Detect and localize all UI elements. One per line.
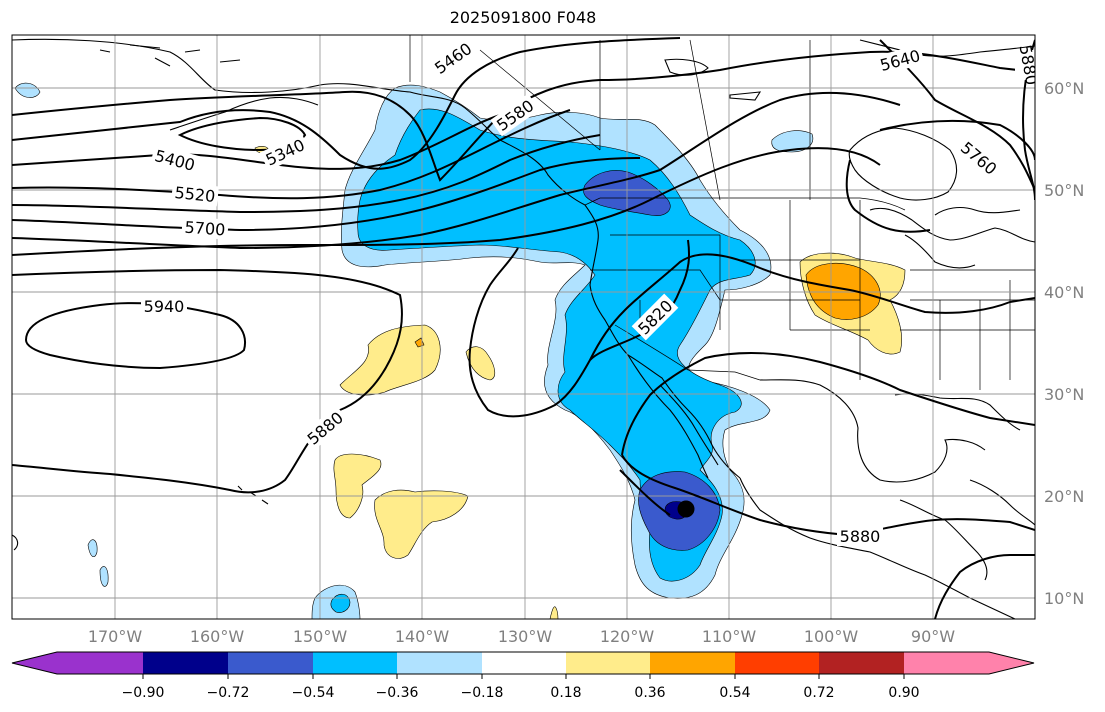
contour-label-5520: 5520 xyxy=(174,183,216,206)
lat-label-10n: 10°N xyxy=(1044,589,1084,608)
lat-label-20n: 20°N xyxy=(1044,487,1084,506)
colorbar-segment xyxy=(735,652,819,674)
colorbar-tick-label: −0.36 xyxy=(376,685,419,701)
shade-blue-sw1 xyxy=(330,593,351,613)
colorbar-tick-label: 0.18 xyxy=(550,685,581,701)
map-title: 2025091800 F048 xyxy=(449,8,597,27)
colorbar-tick-label: 0.54 xyxy=(719,685,750,701)
colorbar-segment xyxy=(313,652,397,674)
lat-label-40n: 40°N xyxy=(1044,283,1084,302)
lon-label-110w: 110°W xyxy=(702,627,757,646)
colorbar-segment xyxy=(650,652,735,674)
colorbar-tick-label: 0.90 xyxy=(888,685,919,701)
colorbar-extend-high xyxy=(989,652,1034,674)
colorbar-segment xyxy=(482,652,566,674)
colorbar-segment xyxy=(566,652,650,674)
lat-label-50n: 50°N xyxy=(1044,181,1084,200)
shade-yellow-3 xyxy=(333,453,382,519)
lon-label-160w: 160°W xyxy=(190,627,245,646)
plot-border xyxy=(11,34,1036,620)
shade-light-blue-sw3 xyxy=(99,566,109,587)
colorbar-tick-label: −0.54 xyxy=(292,685,335,701)
colorbar-segment xyxy=(57,652,143,674)
anomaly-shading xyxy=(14,82,906,619)
lon-label-170w: 170°W xyxy=(88,627,143,646)
lon-label-120w: 120°W xyxy=(600,627,655,646)
lon-label-130w: 130°W xyxy=(498,627,553,646)
shade-yellow-2 xyxy=(465,346,496,381)
shade-light-blue-sw2 xyxy=(87,539,98,558)
storm-center-marker xyxy=(677,500,695,518)
lon-label-140w: 140°W xyxy=(395,627,450,646)
longitude-labels: 170°W 160°W 150°W 140°W 130°W 120°W 110°… xyxy=(88,627,955,646)
colorbar-tick-label: −0.90 xyxy=(122,685,165,701)
colorbar: −0.90 −0.72 −0.54 −0.36 −0.18 0.18 0.36 … xyxy=(11,651,1035,701)
latitude-labels: 60°N 50°N 40°N 30°N 20°N 10°N xyxy=(1044,79,1084,608)
contour-label-5700: 5700 xyxy=(184,218,226,240)
lat-label-60n: 60°N xyxy=(1044,79,1084,98)
contour-label-5940: 5940 xyxy=(144,297,185,316)
colorbar-tick-label: −0.18 xyxy=(461,685,504,701)
gridlines xyxy=(12,35,1035,619)
shade-yellow-4 xyxy=(374,489,469,559)
colorbar-tick-label: 0.36 xyxy=(634,685,665,701)
contour-label-5880-right: 5880 xyxy=(840,527,881,546)
shade-light-blue-east xyxy=(771,130,814,153)
shade-orange-1 xyxy=(805,262,881,320)
lon-label-150w: 150°W xyxy=(293,627,348,646)
colorbar-extend-low xyxy=(12,652,57,674)
shade-light-blue-nw xyxy=(14,82,41,98)
colorbar-tick-label: −0.72 xyxy=(207,685,250,701)
lon-label-90w: 90°W xyxy=(911,627,955,646)
colorbar-outline xyxy=(11,651,1035,675)
colorbar-segment xyxy=(397,652,482,674)
colorbar-segment xyxy=(143,652,228,674)
lon-label-100w: 100°W xyxy=(804,627,859,646)
contour-labels: 5460 5580 5640 5760 5880 5340 5400 5520 … xyxy=(141,36,1035,546)
shade-yellow-6 xyxy=(549,606,559,619)
colorbar-segment xyxy=(819,652,904,674)
colorbar-tick-label: 0.72 xyxy=(803,685,834,701)
lat-label-30n: 30°N xyxy=(1044,385,1084,404)
colorbar-segment xyxy=(228,652,313,674)
coastlines xyxy=(12,38,1035,619)
colorbar-segment xyxy=(904,652,989,674)
